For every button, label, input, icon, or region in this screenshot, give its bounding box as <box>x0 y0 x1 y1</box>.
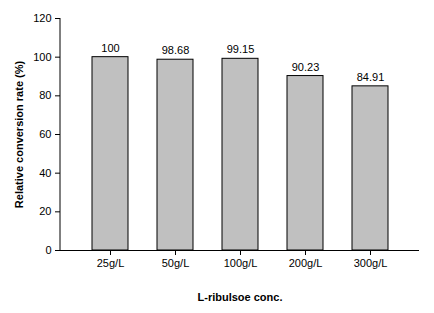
svg-text:100g/L: 100g/L <box>224 257 258 269</box>
svg-text:80: 80 <box>39 89 51 101</box>
svg-text:Relative conversion rate (%): Relative conversion rate (%) <box>13 61 25 209</box>
svg-text:50g/L: 50g/L <box>162 257 190 269</box>
svg-text:300g/L: 300g/L <box>354 257 388 269</box>
svg-text:200g/L: 200g/L <box>289 257 323 269</box>
svg-text:20: 20 <box>39 205 51 217</box>
svg-text:100: 100 <box>101 42 119 54</box>
svg-text:100: 100 <box>33 51 51 63</box>
svg-text:120: 120 <box>33 12 51 24</box>
svg-text:90.23: 90.23 <box>292 61 320 73</box>
svg-text:0: 0 <box>45 244 51 256</box>
svg-text:L-ribulsoe conc.: L-ribulsoe conc. <box>198 291 283 303</box>
svg-text:60: 60 <box>39 128 51 140</box>
svg-text:98.68: 98.68 <box>162 44 190 56</box>
svg-text:25g/L: 25g/L <box>97 257 125 269</box>
svg-text:99.15: 99.15 <box>227 43 255 55</box>
svg-text:84.91: 84.91 <box>357 71 385 83</box>
svg-text:40: 40 <box>39 167 51 179</box>
